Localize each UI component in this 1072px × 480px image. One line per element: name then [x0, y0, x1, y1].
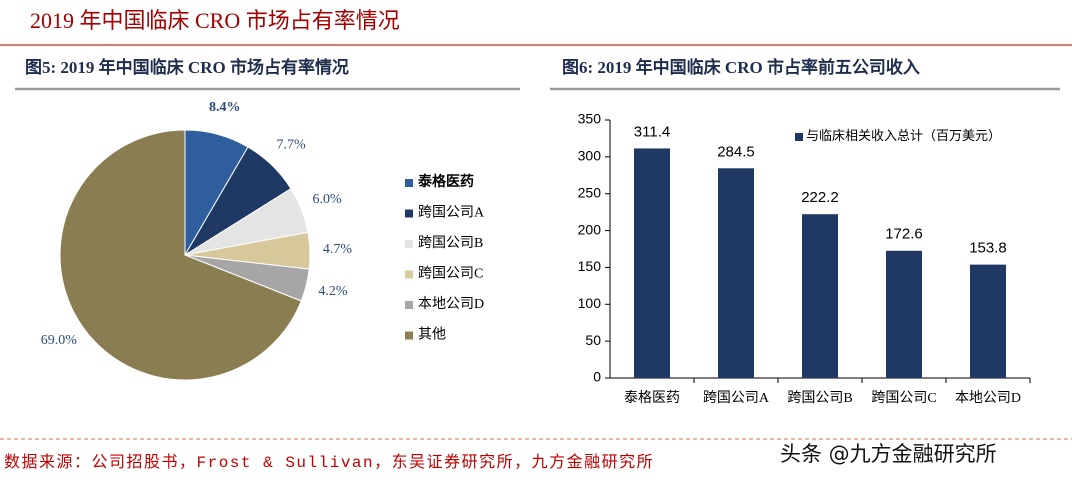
legend-swatch	[795, 133, 803, 141]
legend-swatch	[405, 301, 413, 309]
bar	[802, 214, 838, 378]
data-label: 222.2	[801, 189, 839, 206]
bar	[634, 148, 670, 378]
x-tick-label: 跨国公司C	[871, 390, 936, 406]
data-label: 311.4	[634, 123, 670, 140]
y-tick-label: 250	[578, 184, 602, 200]
y-tick-label: 50	[585, 332, 601, 348]
data-label: 4.7%	[323, 242, 353, 257]
y-tick-label: 200	[578, 221, 602, 237]
x-tick-label: 泰格医药	[624, 390, 680, 406]
legend-label: 泰格医药	[417, 173, 474, 190]
legend-swatch	[405, 209, 413, 218]
legend-swatch	[405, 331, 413, 340]
y-tick-label: 0	[593, 369, 601, 385]
source: 数据来源：公司招股书，Frost & Sullivan，东吴证券研究所，九方金融…	[4, 453, 654, 472]
legend-label: 跨国公司B	[418, 235, 483, 251]
data-label: 7.7%	[277, 138, 307, 153]
legend-label: 跨国公司A	[418, 205, 485, 221]
data-label: 69.0%	[41, 333, 78, 348]
data-label: 4.2%	[318, 284, 348, 299]
bar	[886, 250, 922, 378]
data-label: 6.0%	[313, 192, 343, 207]
legend-label: 其他	[418, 327, 446, 343]
chart-title: 图5: 2019 年中国临床 CRO 市场占有率情况	[25, 57, 349, 77]
y-tick-label: 300	[578, 148, 602, 164]
legend-swatch	[405, 240, 413, 248]
pie-slice	[59, 129, 302, 381]
data-label: 284.5	[717, 143, 755, 160]
data-label: 153.8	[969, 240, 1007, 257]
y-tick-label: 150	[578, 258, 602, 274]
legend-swatch	[405, 179, 413, 187]
legend-label: 本地公司D	[418, 296, 484, 312]
bar	[718, 168, 754, 378]
watermark: 头条 @九方金融研究所	[780, 442, 997, 466]
x-tick-label: 跨国公司B	[787, 390, 852, 406]
x-tick-label: 跨国公司A	[703, 390, 770, 406]
y-tick-label: 350	[578, 111, 602, 127]
x-tick-label: 本地公司D	[955, 390, 1021, 406]
chart-title: 图6: 2019 年中国临床 CRO 市占率前五公司收入	[562, 57, 920, 77]
legend-swatch	[405, 270, 413, 279]
legend-label: 跨国公司C	[418, 266, 483, 282]
data-label: 8.4%	[209, 100, 241, 115]
bar	[970, 264, 1006, 378]
data-label: 172.6	[885, 226, 923, 243]
page-title: 2019 年中国临床 CRO 市场占有率情况	[30, 8, 400, 33]
legend-label: 与临床相关收入总计（百万美元）	[806, 128, 1001, 143]
y-tick-label: 100	[578, 295, 602, 311]
